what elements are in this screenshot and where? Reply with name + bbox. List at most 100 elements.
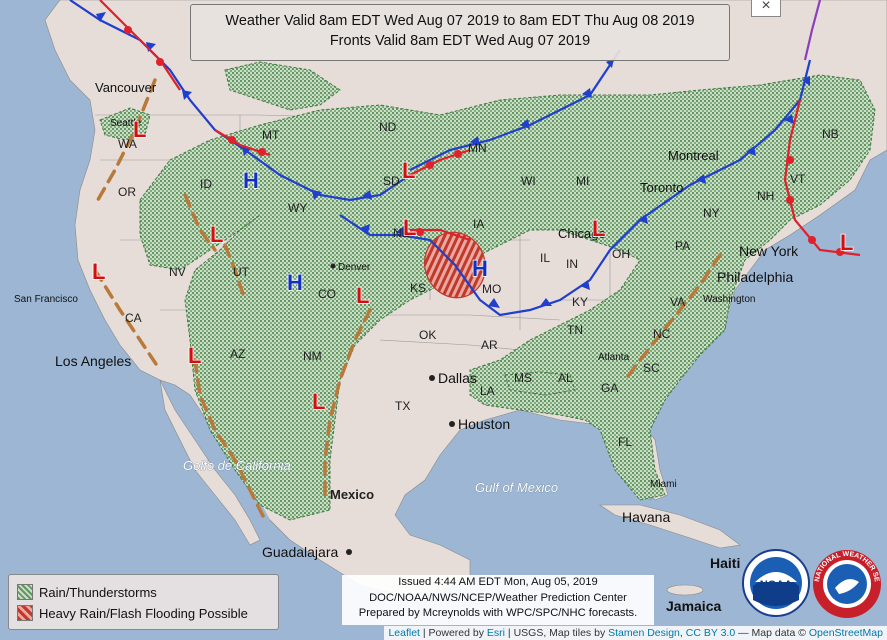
issued-info: Issued 4:44 AM EDT Mon, Aug 05, 2019 DOC… bbox=[342, 575, 654, 625]
svg-text:Vancouver: Vancouver bbox=[95, 80, 157, 95]
trough-az bbox=[193, 358, 267, 522]
svg-text:KS: KS bbox=[410, 281, 426, 295]
trough-east bbox=[623, 253, 722, 382]
stamen-link[interactable]: Stamen Design bbox=[608, 627, 680, 639]
svg-text:Atlanta: Atlanta bbox=[598, 352, 630, 363]
svg-text:CO: CO bbox=[318, 287, 336, 301]
trough-nm bbox=[323, 308, 372, 502]
svg-text:NY: NY bbox=[703, 206, 720, 220]
svg-text:Jamaica: Jamaica bbox=[666, 598, 721, 614]
svg-text:PA: PA bbox=[675, 239, 690, 253]
svg-text:CA: CA bbox=[125, 311, 142, 325]
svg-text:NC: NC bbox=[653, 327, 671, 341]
land-baja bbox=[159, 379, 261, 546]
svg-text:L: L bbox=[188, 343, 201, 368]
svg-text:L: L bbox=[356, 283, 369, 308]
svg-text:Toronto: Toronto bbox=[640, 180, 683, 195]
rain-area-pnw bbox=[99, 107, 151, 141]
legend-item-heavy-rain: Heavy Rain/Flash Flooding Possible bbox=[17, 605, 248, 621]
city-labels: Vancouver Seattle San Francisco Los Ange… bbox=[14, 80, 799, 614]
svg-text:MS: MS bbox=[514, 371, 532, 385]
legend: Rain/Thunderstorms Heavy Rain/Flash Floo… bbox=[8, 574, 279, 630]
svg-text:VT: VT bbox=[790, 172, 806, 186]
svg-text:L: L bbox=[92, 259, 105, 284]
trough-ut bbox=[223, 243, 247, 302]
svg-text:NE: NE bbox=[393, 226, 410, 240]
rain-swatch bbox=[17, 584, 33, 600]
pressure-centers: L L L L L L L L L L H H H bbox=[91, 116, 854, 415]
issued-line1: Issued 4:44 AM EDT Mon, Aug 05, 2019 bbox=[398, 576, 598, 588]
svg-text:L: L bbox=[312, 389, 325, 414]
issued-line3: Prepared by Mcreynolds with WPC/SPC/NHC … bbox=[358, 607, 638, 619]
osm-link[interactable]: OpenStreetMap bbox=[808, 627, 883, 639]
svg-text:MN: MN bbox=[468, 141, 487, 155]
svg-text:Houston: Houston bbox=[458, 416, 510, 432]
svg-text:UT: UT bbox=[233, 265, 250, 279]
svg-text:L: L bbox=[210, 222, 223, 247]
svg-text:KY: KY bbox=[572, 295, 588, 309]
rain-area-ms bbox=[504, 371, 576, 396]
svg-text:NB: NB bbox=[822, 127, 839, 141]
svg-text:ID: ID bbox=[200, 177, 212, 191]
svg-text:WY: WY bbox=[288, 201, 307, 215]
cc-link[interactable]: CC BY 3.0 bbox=[685, 627, 736, 639]
svg-text:IA: IA bbox=[473, 217, 484, 231]
svg-text:OH: OH bbox=[612, 247, 630, 261]
state-labels: ND MT WA ID OR WY SD MN WI MI NV UT CO I… bbox=[118, 120, 839, 502]
warm-front-bumps bbox=[124, 26, 844, 256]
svg-text:MT: MT bbox=[262, 128, 280, 142]
svg-text:SC: SC bbox=[643, 361, 660, 375]
warm-front-west bbox=[99, 0, 181, 91]
legend-label-rain: Rain/Thunderstorms bbox=[39, 584, 157, 600]
attrib-usgs: | USGS, Map tiles by bbox=[505, 627, 609, 639]
gulf-california-water bbox=[185, 395, 270, 525]
svg-text:Havana: Havana bbox=[622, 509, 670, 525]
noaa-logo[interactable]: NOAA bbox=[741, 548, 811, 618]
svg-text:Haiti: Haiti bbox=[710, 555, 740, 571]
svg-text:Denver: Denver bbox=[338, 262, 371, 273]
trough-pnw bbox=[93, 78, 157, 207]
rain-areas bbox=[99, 61, 876, 521]
forecast-title-line2: Fronts Valid 8am EDT Wed Aug 07 2019 bbox=[329, 33, 591, 49]
svg-text:IL: IL bbox=[540, 251, 550, 265]
issued-line2: DOC/NOAA/NWS/NCEP/Weather Prediction Cen… bbox=[369, 591, 627, 604]
esri-link[interactable]: Esri bbox=[486, 627, 506, 639]
svg-text:IN: IN bbox=[566, 257, 578, 271]
high-pressure-symbols: H H H bbox=[242, 167, 488, 296]
svg-text:OK: OK bbox=[419, 328, 436, 342]
svg-text:Miami: Miami bbox=[650, 479, 677, 490]
svg-text:AR: AR bbox=[481, 338, 498, 352]
svg-text:Mexico: Mexico bbox=[330, 487, 374, 502]
svg-text:Chicago: Chicago bbox=[558, 226, 606, 241]
water-labels: Golfo de California Gulf of Mexico bbox=[183, 458, 559, 496]
svg-text:AL: AL bbox=[558, 371, 573, 385]
forecast-title-box: Weather Valid 8am EDT Wed Aug 07 2019 to… bbox=[190, 4, 730, 61]
close-button[interactable]: × bbox=[751, 0, 781, 17]
svg-text:AZ: AZ bbox=[230, 347, 245, 361]
svg-text:L: L bbox=[592, 216, 605, 241]
cold-front-great-lakes bbox=[409, 49, 621, 171]
attrib-powered: | Powered by bbox=[419, 627, 487, 639]
attrib-comma: , bbox=[679, 627, 686, 639]
leaflet-link[interactable]: Leaflet bbox=[388, 627, 420, 639]
svg-text:GA: GA bbox=[601, 381, 618, 395]
map-attribution: Leaflet | Powered by Esri | USGS, Map ti… bbox=[384, 626, 887, 640]
svg-text:Seattle: Seattle bbox=[110, 118, 142, 129]
svg-text:TX: TX bbox=[395, 399, 410, 413]
svg-text:LA: LA bbox=[480, 384, 495, 398]
troughs bbox=[93, 78, 722, 522]
attrib-mapdata: — Map data © bbox=[735, 627, 809, 639]
svg-text:MI: MI bbox=[576, 174, 589, 188]
noaa-logo-text: NOAA bbox=[760, 579, 792, 591]
svg-text:H: H bbox=[243, 168, 259, 193]
nws-logo[interactable]: NATIONAL WEATHER SERVICE bbox=[811, 548, 883, 620]
svg-text:Washington: Washington bbox=[703, 294, 755, 305]
svg-text:L: L bbox=[133, 117, 146, 142]
svg-text:MO: MO bbox=[482, 282, 501, 296]
rain-area-west bbox=[139, 74, 876, 521]
svg-text:VA: VA bbox=[670, 295, 685, 309]
svg-text:SD: SD bbox=[383, 174, 400, 188]
svg-text:H: H bbox=[472, 256, 488, 281]
heavy-rain-swatch bbox=[17, 605, 33, 621]
